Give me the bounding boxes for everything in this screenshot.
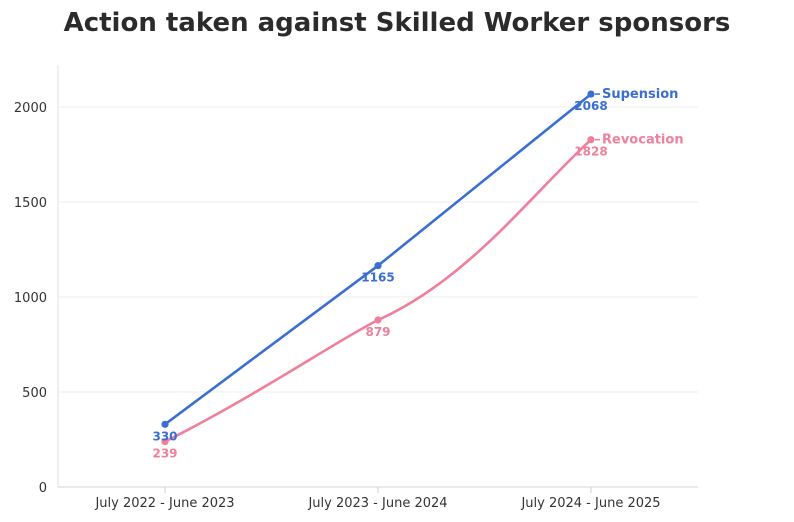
y-tick-label: 1500 bbox=[14, 196, 47, 211]
data-label: 1165 bbox=[361, 271, 394, 285]
series-name-label: Supension bbox=[602, 87, 678, 102]
series-lines bbox=[161, 90, 595, 446]
data-point bbox=[374, 316, 382, 324]
y-tick-label: 2000 bbox=[14, 101, 47, 116]
series-line bbox=[163, 92, 593, 426]
x-axis: July 2022 - June 2023 July 2023 - June 20… bbox=[94, 487, 661, 511]
series-line bbox=[163, 138, 593, 443]
x-tick-label: July 2023 - June 2024 bbox=[307, 496, 447, 511]
data-label: 1828 bbox=[574, 145, 607, 159]
data-label: 330 bbox=[152, 429, 177, 443]
y-axis: 0 500 1000 1500 2000 bbox=[14, 101, 47, 496]
y-tick-label: 500 bbox=[22, 386, 47, 401]
series-name-label: Revocation bbox=[602, 133, 684, 148]
x-tick-label: July 2022 - June 2023 bbox=[94, 496, 234, 511]
data-point bbox=[587, 90, 595, 98]
data-point bbox=[161, 437, 169, 446]
data-label: 239 bbox=[152, 447, 177, 461]
data-label: 2068 bbox=[574, 99, 607, 113]
data-point bbox=[374, 262, 382, 270]
y-tick-label: 0 bbox=[39, 481, 47, 496]
x-tick-label: July 2024 - June 2025 bbox=[520, 496, 660, 511]
data-point bbox=[587, 136, 595, 144]
y-tick-label: 1000 bbox=[14, 291, 47, 306]
data-label: 879 bbox=[365, 325, 390, 339]
data-point bbox=[161, 420, 169, 428]
chart-title: Action taken against Skilled Worker spon… bbox=[63, 8, 731, 38]
